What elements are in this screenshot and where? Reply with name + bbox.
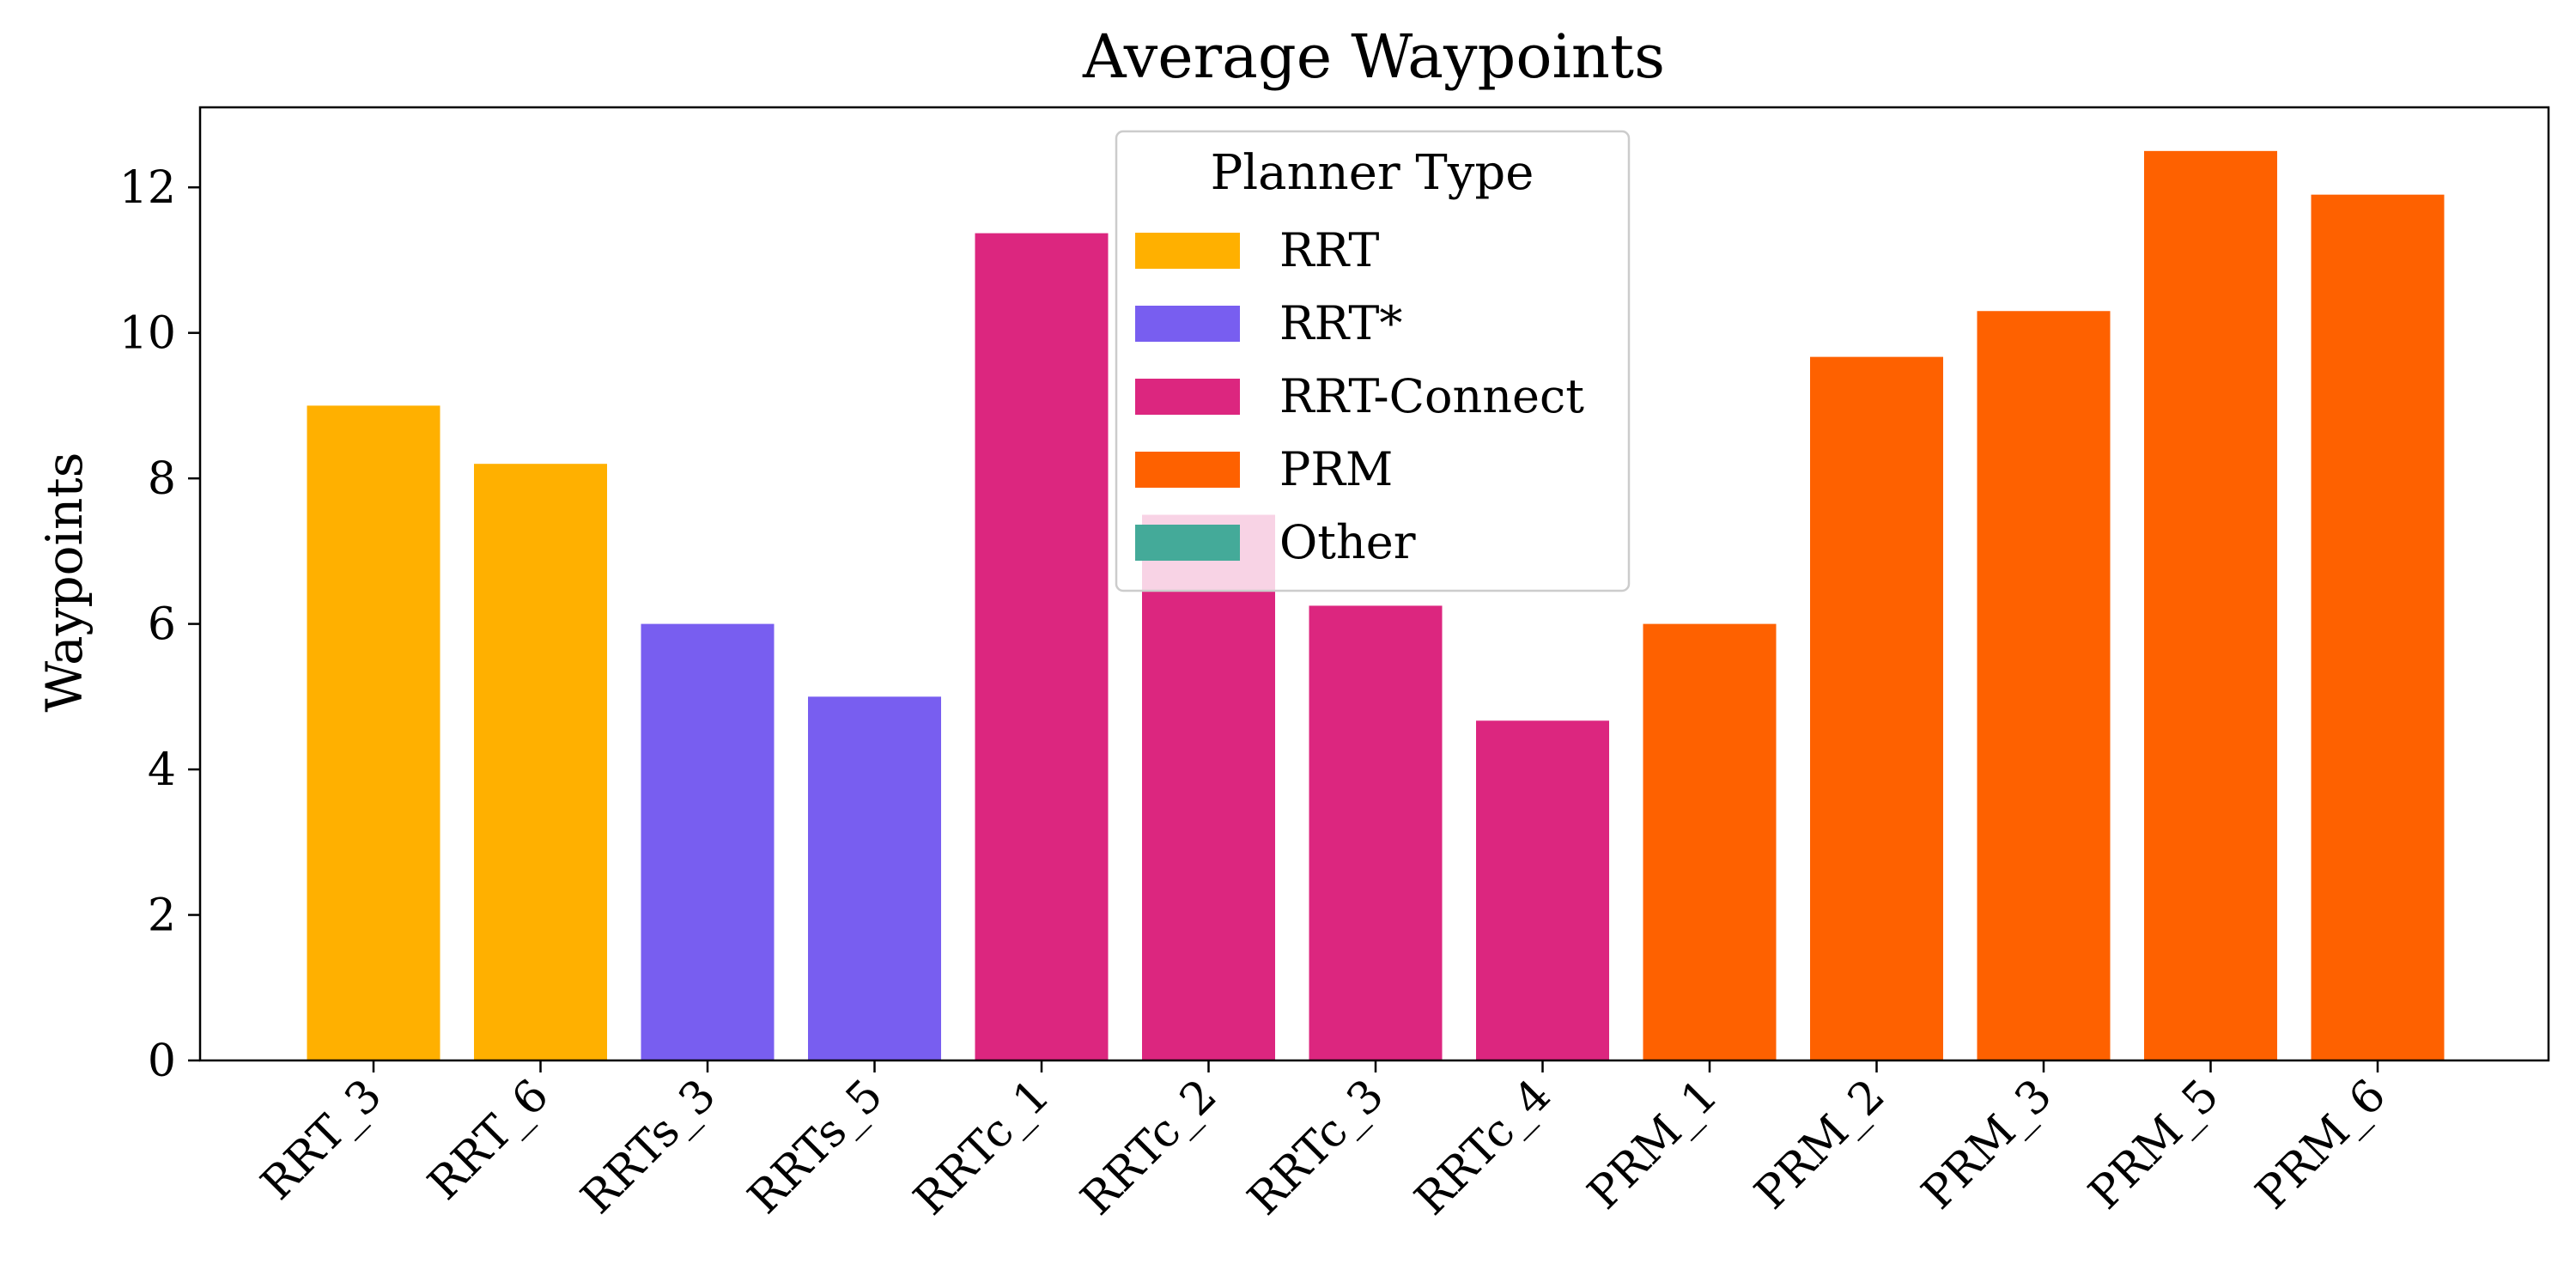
bars-group [307,150,2445,1061]
y-tick-label: 8 [148,453,176,505]
legend-title: Planner Type [1211,145,1534,201]
legend-label: Other [1279,515,1416,569]
plot-frame [198,106,2550,1062]
chart-title: Average Waypoints [1082,21,1665,92]
legend-swatch-rrt-connect [1135,379,1240,415]
bar-prm-6 [2311,194,2445,1060]
y-tick-label: 2 [148,890,176,942]
legend-box [1115,130,1631,592]
legend-swatch-prm [1135,452,1240,488]
x-tick-label: RRTc_3 [1238,1070,1394,1225]
x-tick-label: RRTc_4 [1405,1070,1560,1225]
legend-entries: RRT RRT* RRT-Connect PRM Other [1135,223,1584,569]
bar-rrts-3 [641,623,775,1060]
bar-prm-3 [1977,311,2111,1060]
legend-label: PRM [1279,442,1393,496]
bar-rrts-5 [808,696,941,1060]
x-tick-label: RRTc_1 [904,1070,1060,1225]
x-tick-label: RRT_6 [418,1070,558,1210]
y-tick-label: 0 [148,1036,176,1087]
legend-swatch-other [1135,525,1240,561]
bar-rrtc-1 [975,233,1109,1061]
x-tick-label: RRTs_3 [572,1070,726,1224]
legend-swatch-rrt [1135,233,1240,269]
y-tick-label: 6 [148,599,176,651]
bar-prm-5 [2144,150,2277,1060]
x-tick-label: PRM_5 [2079,1070,2228,1219]
legend-label: RRT-Connect [1279,369,1584,423]
x-tick-label: PRM_3 [1912,1070,2062,1219]
x-axis-ticks: RRT_3 RRT_6 RRTs_3 RRTs_5 RRTc_1 RRTc_2 RRTc_3… [252,1060,2396,1225]
bar-rrtc-3 [1309,605,1443,1060]
bar-rrtc-4 [1476,720,1609,1060]
legend-label: RRT [1279,223,1379,277]
y-tick-label: 12 [119,162,176,214]
bar-prm-1 [1643,623,1777,1060]
x-tick-label: PRM_1 [1578,1070,1728,1219]
legend-swatch-rrt- [1135,306,1240,342]
y-axis-label: Waypoints [35,453,94,713]
legend: Planner Type RRT RRT* RRT-Connect PRM Other [1115,130,1631,592]
bar-prm-2 [1810,356,1943,1061]
y-tick-label: 4 [148,744,176,796]
legend-label: RRT* [1279,296,1402,350]
y-tick-label: 10 [119,308,176,360]
bar-rrtc-2 [1142,514,1275,1060]
x-tick-label: RRTc_2 [1071,1070,1226,1225]
bar-rrt-3 [307,405,440,1061]
x-tick-label: RRT_3 [252,1070,392,1210]
x-tick-label: RRTs_5 [738,1070,893,1224]
x-tick-label: PRM_6 [2246,1070,2396,1219]
y-axis-ticks: 0 2 4 6 8 10 12 [119,162,200,1087]
x-tick-label: PRM_2 [1745,1070,1894,1219]
bar-rrt-6 [474,464,607,1060]
